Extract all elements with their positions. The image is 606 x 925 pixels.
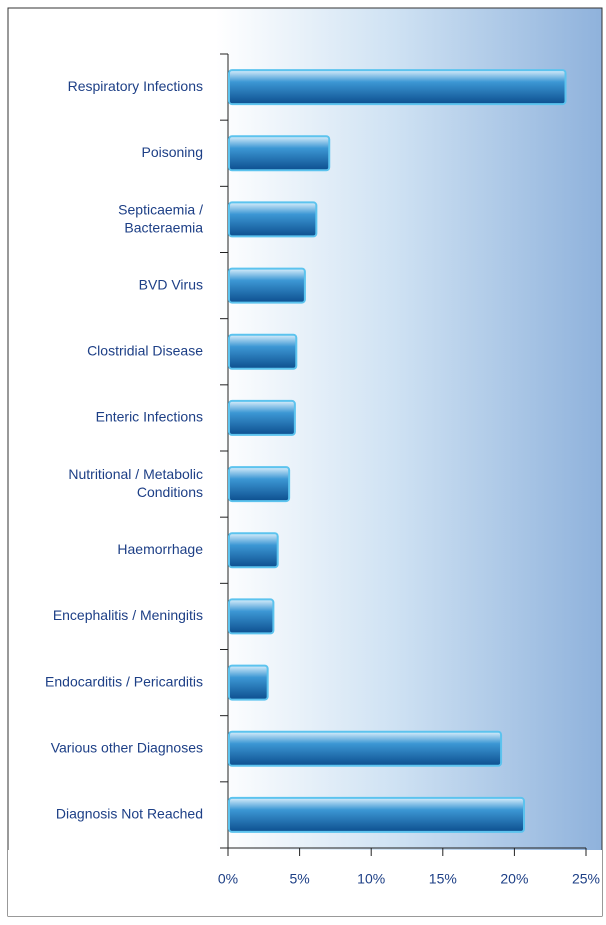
x-tick-label: 5% [289,871,309,887]
bar [228,796,525,833]
bar [228,69,567,106]
bar [228,532,279,569]
bar [228,333,298,370]
bar [228,201,318,238]
bar [228,466,291,503]
y-tick-label: Nutritional / Metabolic Conditions [68,466,203,500]
bottom-panel [8,850,602,916]
x-tick-label: 15% [429,871,457,887]
y-tick-label: Haemorrhage [117,541,203,557]
x-tick-label: 20% [500,871,528,887]
bar [228,730,503,767]
y-tick-label: Respiratory Infections [68,78,203,94]
y-tick-label: Encephalitis / Meningitis [53,607,203,623]
y-tick-label: Clostridial Disease [87,342,203,358]
x-tick-label: 10% [357,871,385,887]
x-tick-label: 25% [572,871,600,887]
y-tick-label: Enteric Infections [96,409,203,425]
y-tick-label: Various other Diagnoses [51,739,203,755]
bar [228,267,306,304]
y-tick-label: Septicaemia / Bacteraemia [118,201,203,235]
y-tick-label: BVD Virus [139,276,203,292]
y-tick-label: Poisoning [142,144,204,160]
y-tick-label: Endocarditis / Pericarditis [45,673,203,689]
bar [228,135,331,172]
x-tick-label: 0% [218,871,238,887]
bar [228,399,296,436]
bar [228,664,269,701]
y-tick-label: Diagnosis Not Reached [56,806,203,822]
bar [228,598,275,635]
